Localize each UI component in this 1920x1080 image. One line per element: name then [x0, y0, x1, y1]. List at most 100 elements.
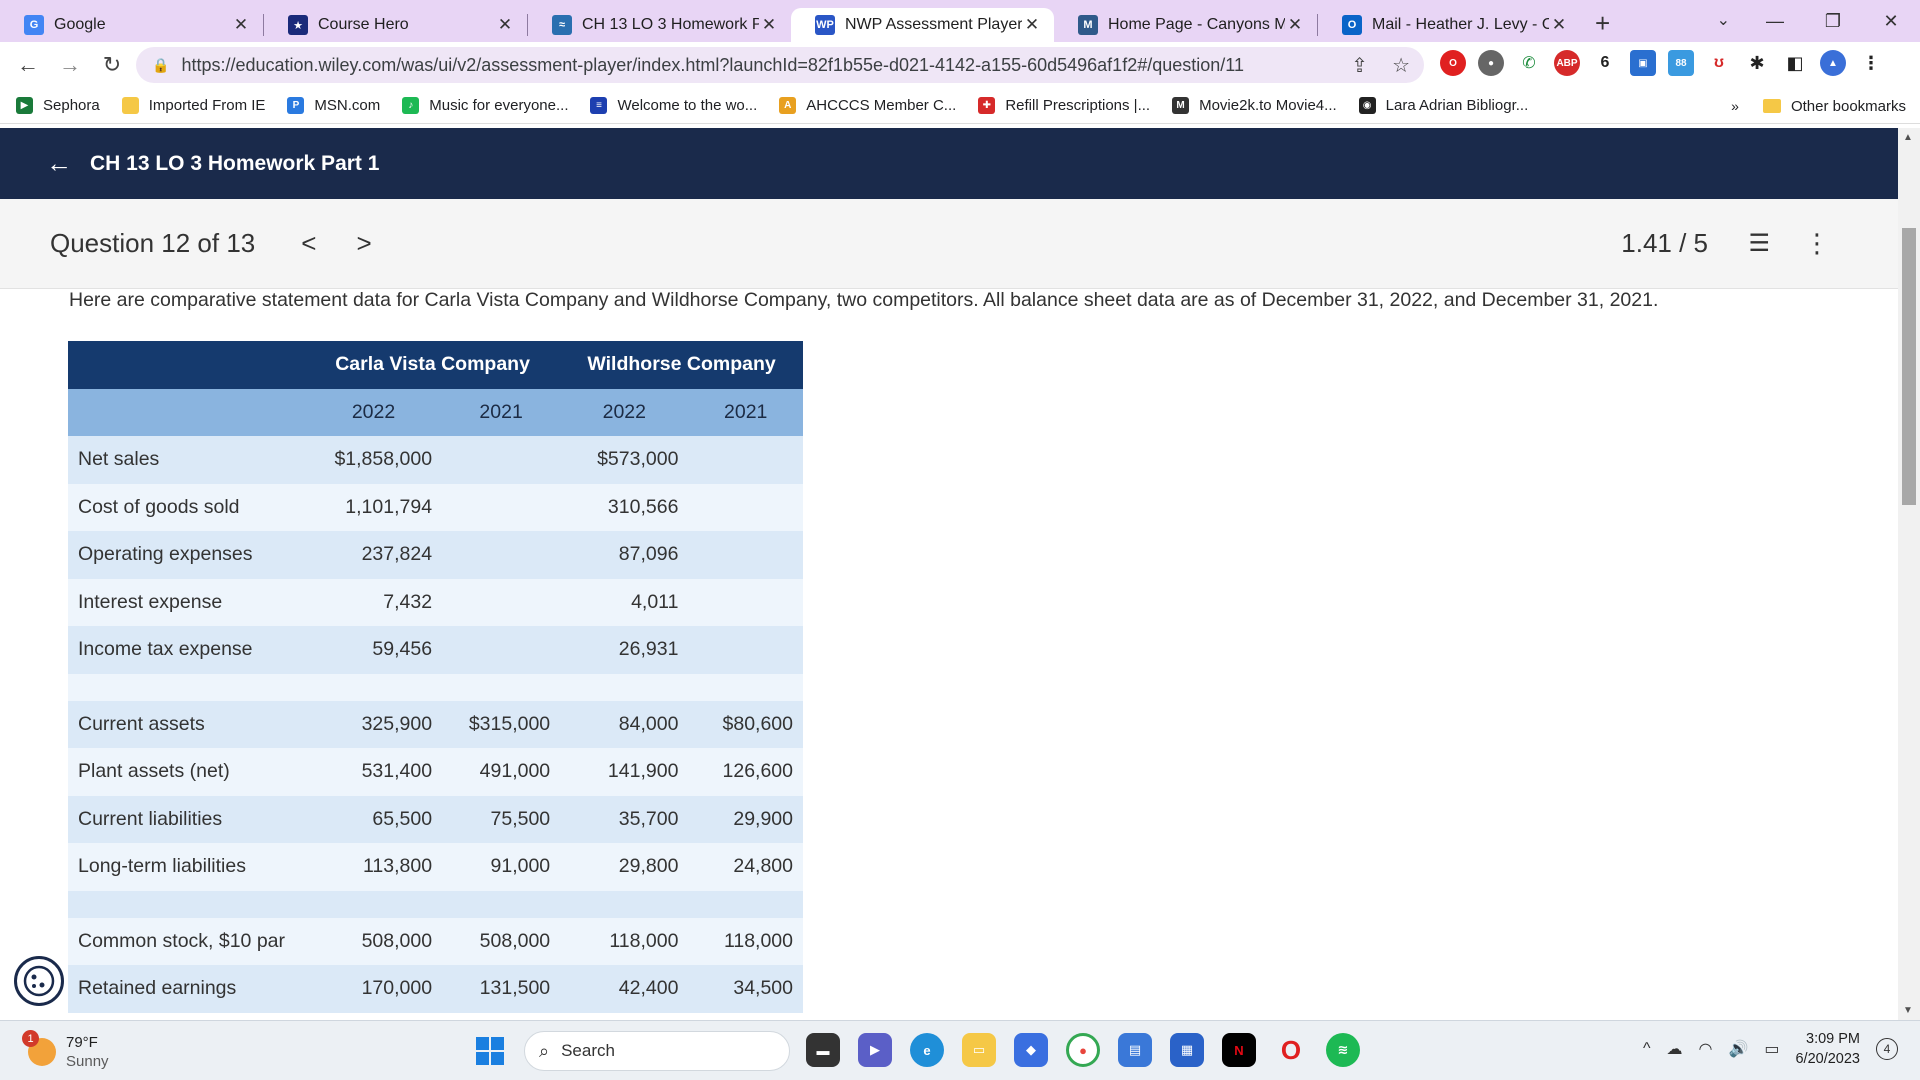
- chrome-icon[interactable]: ●: [1066, 1033, 1100, 1067]
- profile-avatar[interactable]: ▲: [1820, 50, 1846, 76]
- taskview-icon[interactable]: ▬: [806, 1033, 840, 1067]
- tab-search-icon[interactable]: ⌄: [1716, 12, 1730, 29]
- teams-icon[interactable]: ▶: [858, 1033, 892, 1067]
- bookmark-label: Welcome to the wo...: [617, 97, 758, 114]
- forward-icon[interactable]: →: [59, 52, 81, 77]
- reload-icon[interactable]: ↻: [102, 52, 122, 77]
- store-icon[interactable]: ▦: [1170, 1033, 1204, 1067]
- next-question-button[interactable]: >: [356, 228, 372, 258]
- restore-icon[interactable]: ❐: [1824, 10, 1842, 31]
- scrollbar-thumb[interactable]: [1902, 228, 1916, 505]
- share-icon[interactable]: ⇪: [1351, 55, 1369, 77]
- file-explorer-icon[interactable]: ▭: [962, 1033, 996, 1067]
- browser-tab[interactable]: M Home Page - Canyons M ✕: [1054, 8, 1317, 42]
- browser-tab[interactable]: ★ Course Hero ✕: [264, 8, 527, 42]
- opera-icon[interactable]: O: [1280, 1034, 1302, 1065]
- table-cell: [442, 626, 561, 674]
- box-extension-icon[interactable]: ▣: [1630, 50, 1656, 76]
- table-cell: 35,700: [560, 795, 689, 843]
- taskbar-search[interactable]: ⌕ Search: [524, 1031, 790, 1071]
- bookmark-item[interactable]: Imported From IE: [121, 97, 265, 114]
- bookmark-item[interactable]: ◉ Lara Adrian Bibliogr...: [1358, 97, 1528, 114]
- new-tab-button[interactable]: +: [1595, 7, 1611, 38]
- honey-extension-icon[interactable]: ʊ: [1706, 50, 1732, 76]
- browser-tab[interactable]: ≈ CH 13 LO 3 Homework Part✕: [528, 8, 791, 42]
- spotify-icon[interactable]: ≋: [1326, 1033, 1360, 1067]
- windows-start-icon[interactable]: [476, 1037, 504, 1065]
- other-bookmarks-link[interactable]: Other bookmarks: [1790, 97, 1906, 115]
- system-tray: ^ ☁ ◠ 🔊 ▭ 3:09 PM 6/20/2023 4: [1643, 1029, 1898, 1069]
- assignment-header: ← CH 13 LO 3 Homework Part 1: [0, 128, 1898, 199]
- opera-extension-icon[interactable]: O: [1440, 50, 1466, 76]
- bookmark-item[interactable]: ✚ Refill Prescriptions |...: [978, 97, 1150, 114]
- tray-overflow-icon[interactable]: ^: [1642, 1040, 1651, 1057]
- sidepanel-icon[interactable]: ◧: [1782, 50, 1808, 76]
- wifi-icon[interactable]: ◠: [1698, 1041, 1713, 1058]
- bookmark-star-icon[interactable]: ☆: [1392, 55, 1410, 77]
- phone-extension-icon[interactable]: ✆: [1516, 50, 1542, 76]
- bookmarks-overflow-icon[interactable]: »: [1731, 98, 1739, 114]
- bookmark-item[interactable]: A AHCCCS Member C...: [779, 97, 956, 114]
- adblock-extension-icon[interactable]: ABP: [1554, 50, 1580, 76]
- tab-close-icon[interactable]: ✕: [233, 15, 249, 34]
- scroll-down-icon[interactable]: ▼: [1903, 1005, 1913, 1016]
- user-extension-icon[interactable]: ●: [1478, 50, 1504, 76]
- bookmark-icon: ◉: [1358, 97, 1376, 114]
- tab-close-icon[interactable]: ✕: [497, 15, 513, 34]
- tab-favicon-icon: ★: [288, 15, 308, 35]
- back-arrow-icon[interactable]: ←: [46, 148, 72, 178]
- battery-icon[interactable]: ▭: [1764, 1041, 1780, 1058]
- bookmark-item[interactable]: M Movie2k.to Movie4...: [1172, 97, 1337, 114]
- address-bar[interactable]: 🔒 https://education.wiley.com/was/ui/v2/…: [136, 47, 1424, 83]
- edge-icon[interactable]: e: [910, 1033, 944, 1067]
- tab-favicon-icon: WP: [815, 15, 835, 35]
- six-extension-icon[interactable]: 6: [1592, 50, 1618, 76]
- browser-tab[interactable]: O Mail - Heather J. Levy - Out ✕: [1318, 8, 1581, 42]
- close-window-icon[interactable]: ✕: [1883, 10, 1899, 31]
- clock[interactable]: 3:09 PM 6/20/2023: [1795, 1029, 1860, 1069]
- back-icon[interactable]: ←: [17, 52, 39, 77]
- bookmark-label: AHCCCS Member C...: [806, 97, 957, 114]
- tab-close-icon[interactable]: ✕: [1024, 15, 1040, 34]
- question-list-icon[interactable]: ☰: [1748, 230, 1770, 257]
- table-row: Retained earnings 170,000 131,500 42,400 34,…: [68, 965, 803, 1013]
- bookmark-item[interactable]: ♪ Music for everyone...: [402, 97, 568, 114]
- bookmark-item[interactable]: P MSN.com: [287, 97, 380, 114]
- bookmark-item[interactable]: ≡ Welcome to the wo...: [590, 97, 757, 114]
- browser-tab[interactable]: G Google ✕: [0, 8, 263, 42]
- cookie-settings-icon[interactable]: [14, 956, 64, 1006]
- page-scrollbar[interactable]: ▲ ▼: [1898, 128, 1920, 1020]
- url-text[interactable]: https://education.wiley.com/was/ui/v2/as…: [181, 54, 1244, 75]
- onedrive-icon[interactable]: ☁: [1666, 1041, 1683, 1058]
- tab-close-icon[interactable]: ✕: [1551, 15, 1567, 34]
- more-options-icon[interactable]: ⋮: [1804, 228, 1830, 258]
- tab-favicon-icon: ≈: [552, 15, 572, 35]
- tab-title: Course Hero: [318, 16, 409, 33]
- table-cell: [688, 578, 803, 626]
- table-cell: [688, 436, 803, 484]
- copilot-icon[interactable]: ◆: [1014, 1033, 1048, 1067]
- volume-icon[interactable]: 🔊: [1728, 1041, 1749, 1058]
- tab-close-icon[interactable]: ✕: [761, 15, 777, 34]
- table-cell: 508,000: [305, 917, 443, 965]
- minimize-icon[interactable]: —: [1766, 10, 1784, 31]
- browser-tab[interactable]: WP NWP Assessment Player UI✕: [791, 8, 1054, 42]
- notification-count[interactable]: 4: [1876, 1038, 1898, 1060]
- weather-widget[interactable]: 1 79°F Sunny: [22, 1030, 109, 1071]
- table-cell: 29,900: [688, 795, 803, 843]
- lock-icon[interactable]: 🔒: [152, 56, 170, 73]
- row-label: Current assets: [68, 700, 305, 748]
- tab-close-icon[interactable]: ✕: [1287, 15, 1303, 34]
- scroll-up-icon[interactable]: ▲: [1903, 132, 1913, 143]
- netflix-icon[interactable]: N: [1222, 1033, 1256, 1067]
- bookmark-item[interactable]: ▶ Sephora: [16, 97, 100, 114]
- prev-question-button[interactable]: <: [301, 228, 317, 258]
- puzzle-extensions-icon[interactable]: ✱: [1744, 50, 1770, 76]
- table-cell: 118,000: [560, 917, 689, 965]
- bookmark-label: MSN.com: [314, 97, 381, 114]
- keyboard-icon[interactable]: ▤: [1118, 1033, 1152, 1067]
- grid-extension-icon[interactable]: 88: [1668, 50, 1694, 76]
- chrome-menu-icon[interactable]: ⋮: [1858, 50, 1884, 76]
- year-header: 2021: [442, 388, 561, 436]
- table-row: Operating expenses 237,824 87,096: [68, 531, 803, 579]
